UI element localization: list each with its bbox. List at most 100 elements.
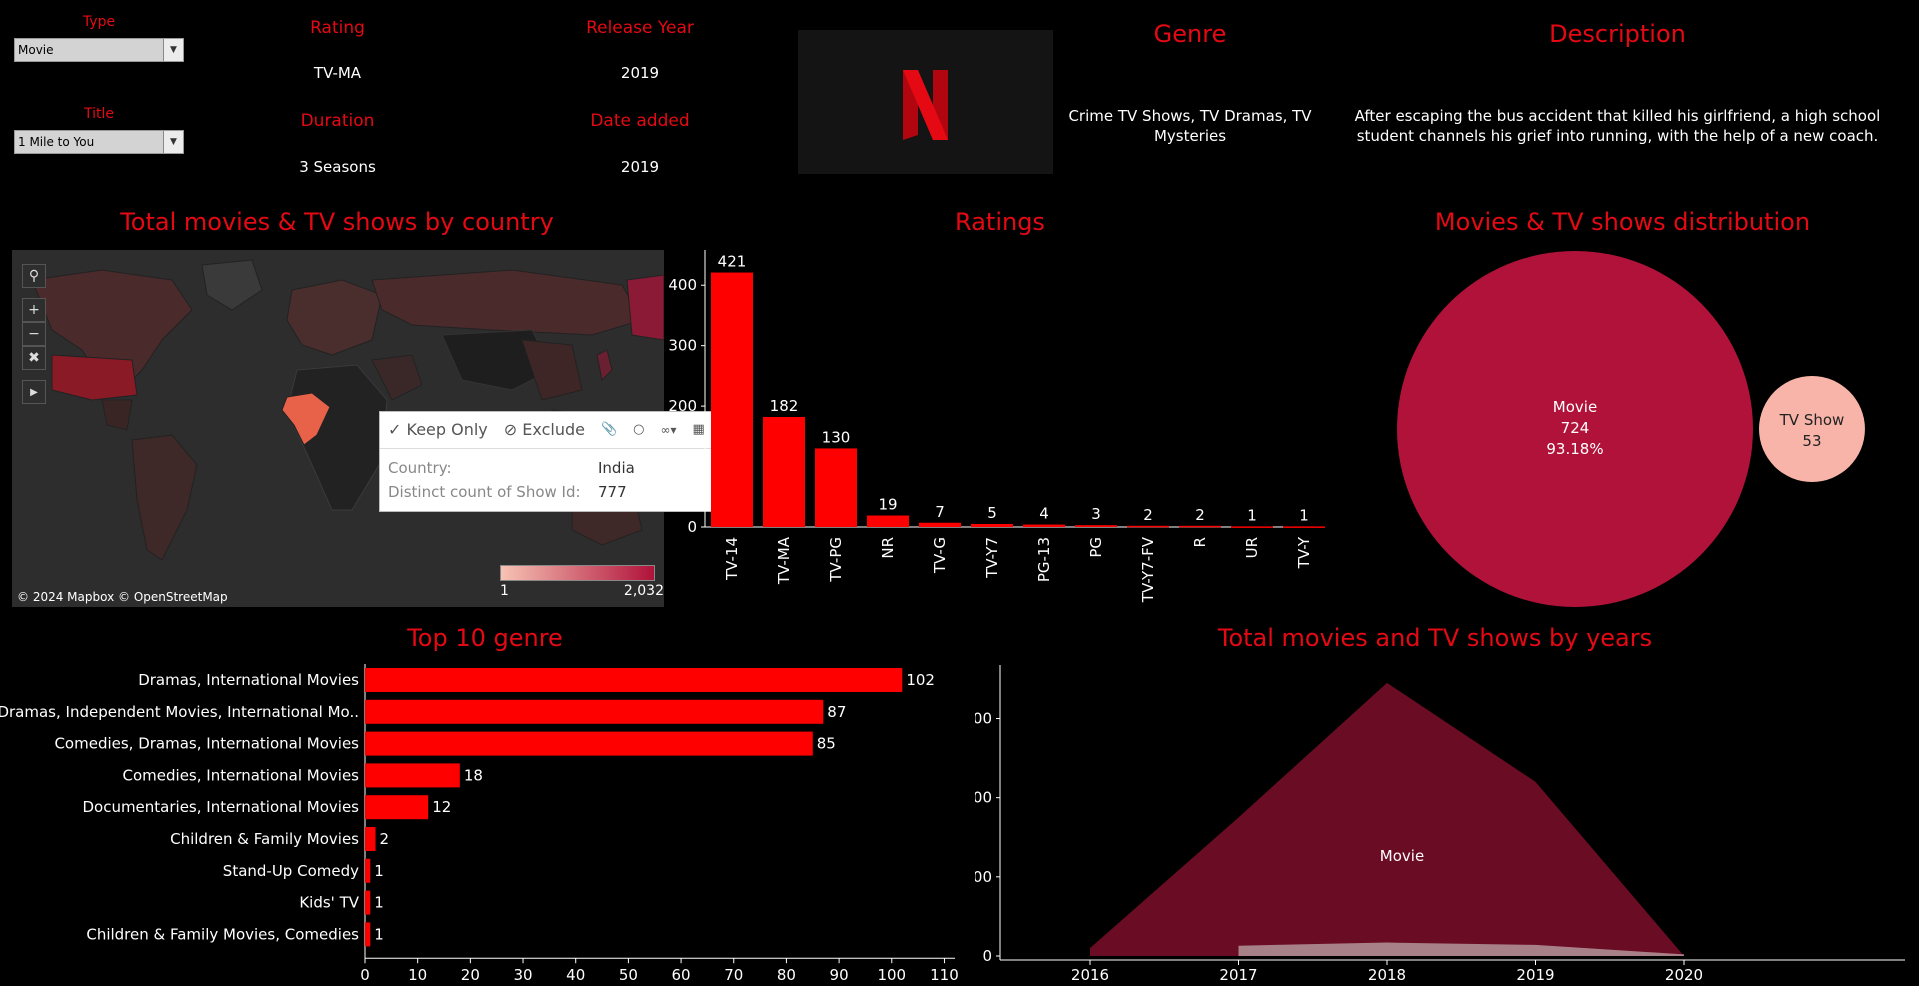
group-icon[interactable]: 📎 [601, 422, 617, 437]
ratings-bar[interactable] [815, 448, 857, 527]
ratings-bar[interactable] [971, 524, 1013, 527]
ratings-bar-label: 3 [1091, 505, 1101, 523]
tv-show-bubble[interactable] [1759, 376, 1865, 482]
genre-x-tick-label: 20 [461, 966, 480, 984]
title-dropdown[interactable]: 1 Mile to You ▼ [14, 130, 184, 154]
years-y-tick-label: 0 [982, 947, 992, 965]
genre-category-label: Dramas, Independent Movies, Internationa… [0, 703, 359, 721]
genre-bar-label: 1 [374, 862, 384, 880]
genre-value: Crime TV Shows, TV Dramas, TV Mysteries [1065, 106, 1315, 146]
genre-x-tick-label: 10 [408, 966, 427, 984]
date-added-value: 2019 [540, 158, 740, 176]
ratings-bar[interactable] [919, 523, 961, 527]
netflix-n-logo-icon [798, 30, 1053, 174]
ratings-bar-label: 5 [987, 504, 997, 522]
ratings-bar-label: 1 [1299, 506, 1309, 524]
ratings-y-tick-label: 200 [668, 397, 697, 415]
map-attribution: © 2024 Mapbox © OpenStreetMap [17, 590, 228, 604]
ratings-bar[interactable] [763, 417, 805, 527]
description-label: Description [1330, 20, 1905, 48]
years-chart-title: Total movies and TV shows by years [975, 624, 1895, 652]
ratings-bar-label: 2 [1195, 506, 1205, 524]
description-value: After escaping the bus accident that kil… [1330, 106, 1905, 146]
years-x-tick-label: 2019 [1516, 966, 1554, 984]
distribution-title: Movies & TV shows distribution [1330, 208, 1915, 236]
ratings-bar[interactable] [1023, 525, 1065, 527]
exclude-label: Exclude [522, 420, 585, 439]
genre-bar-label: 12 [432, 798, 451, 816]
ratings-y-tick-label: 100 [668, 458, 697, 476]
exclude-button[interactable]: ⊘ Exclude [504, 420, 585, 439]
tooltip-country-value: India [598, 459, 635, 477]
chevron-down-icon[interactable]: ▼ [163, 131, 183, 153]
genre-bar-label: 1 [374, 894, 384, 912]
ratings-bar-label: 421 [718, 253, 747, 271]
genre-bar[interactable] [365, 732, 813, 756]
genre-bar[interactable] [365, 827, 376, 851]
genre-category-label: Stand-Up Comedy [223, 862, 359, 880]
genre-category-label: Children & Family Movies [170, 830, 359, 848]
ratings-bar[interactable] [1283, 526, 1325, 528]
date-added-label: Date added [540, 111, 740, 131]
ratings-bar[interactable] [1127, 526, 1169, 528]
duration-value: 3 Seasons [250, 158, 425, 176]
years-chart: 0 100 200 300 Movie 2016 2017 2018 2019 2020 [975, 660, 1915, 985]
years-x-tick-label: 2017 [1219, 966, 1257, 984]
lightbulb-icon[interactable]: ○ [633, 422, 644, 437]
genre-x-tick-label: 50 [619, 966, 638, 984]
tv-show-bubble-value: 53 [1802, 432, 1821, 450]
genre-category-label: Comedies, International Movies [123, 766, 360, 784]
genre-bar[interactable] [365, 922, 370, 946]
genre-x-tick-label: 70 [724, 966, 743, 984]
years-x-tick-label: 2018 [1368, 966, 1406, 984]
duration-label: Duration [250, 111, 425, 131]
genre-bar[interactable] [365, 763, 460, 787]
ratings-bar[interactable] [867, 516, 909, 527]
type-dropdown[interactable]: Movie ▼ [14, 38, 184, 62]
zoom-out-icon[interactable]: − [22, 322, 46, 346]
ratings-bar-label: 7 [935, 503, 945, 521]
exclude-icon: ⊘ [504, 420, 523, 439]
zoom-in-icon[interactable]: + [22, 298, 46, 322]
release-year-value: 2019 [540, 64, 740, 82]
genre-category-label: Documentaries, International Movies [82, 798, 359, 816]
map-title: Total movies & TV shows by country [12, 208, 662, 236]
movie-area[interactable] [1090, 683, 1684, 956]
pin-icon[interactable]: ✖ [22, 346, 46, 370]
ratings-bar[interactable] [1231, 526, 1273, 528]
rating-label: Rating [250, 18, 425, 38]
ratings-category-label: TV-G [931, 537, 949, 574]
ratings-bar[interactable] [1179, 526, 1221, 528]
genre-bar[interactable] [365, 668, 902, 692]
ratings-category-label: UR [1243, 537, 1261, 558]
ratings-category-label: PG-13 [1035, 537, 1053, 582]
expand-icon[interactable]: ▶ [22, 380, 46, 404]
chevron-down-icon[interactable]: ▼ [163, 39, 183, 61]
genre-bar[interactable] [365, 859, 370, 883]
genre-chart: 0 10 20 30 40 50 60 70 80 90 100 110 102 Dramas, Inte… [0, 660, 970, 985]
keep-only-button[interactable]: ✓ Keep Only [388, 420, 488, 439]
genre-category-label: Children & Family Movies, Comedies [86, 925, 359, 943]
type-filter-label: Type [14, 14, 184, 30]
ratings-bar-label: 19 [878, 496, 897, 514]
ratings-category-label: TV-Y7 [983, 537, 1001, 579]
genre-bar[interactable] [365, 700, 823, 724]
years-y-tick-label: 200 [975, 789, 992, 807]
genre-category-label: Kids' TV [299, 894, 359, 912]
years-y-tick-label: 100 [975, 868, 992, 886]
genre-bar[interactable] [365, 795, 428, 819]
genre-bar-label: 102 [906, 671, 935, 689]
years-y-tick-label: 300 [975, 710, 992, 728]
ratings-category-label: TV-Y7-FV [1139, 536, 1157, 603]
genre-bar[interactable] [365, 891, 370, 915]
movie-bubble-name: Movie [1553, 398, 1597, 416]
movie-bubble-percent: 93.18% [1546, 440, 1603, 458]
movie-bubble-value: 724 [1561, 419, 1590, 437]
search-icon[interactable]: ⚲ [22, 264, 46, 288]
ratings-bar[interactable] [1075, 525, 1117, 527]
ratings-bar-label: 2 [1143, 506, 1153, 524]
legend-min: 1 [500, 583, 509, 599]
ratings-bar[interactable] [711, 273, 753, 527]
genre-x-tick-label: 0 [360, 966, 370, 984]
keep-only-label: Keep Only [407, 420, 488, 439]
